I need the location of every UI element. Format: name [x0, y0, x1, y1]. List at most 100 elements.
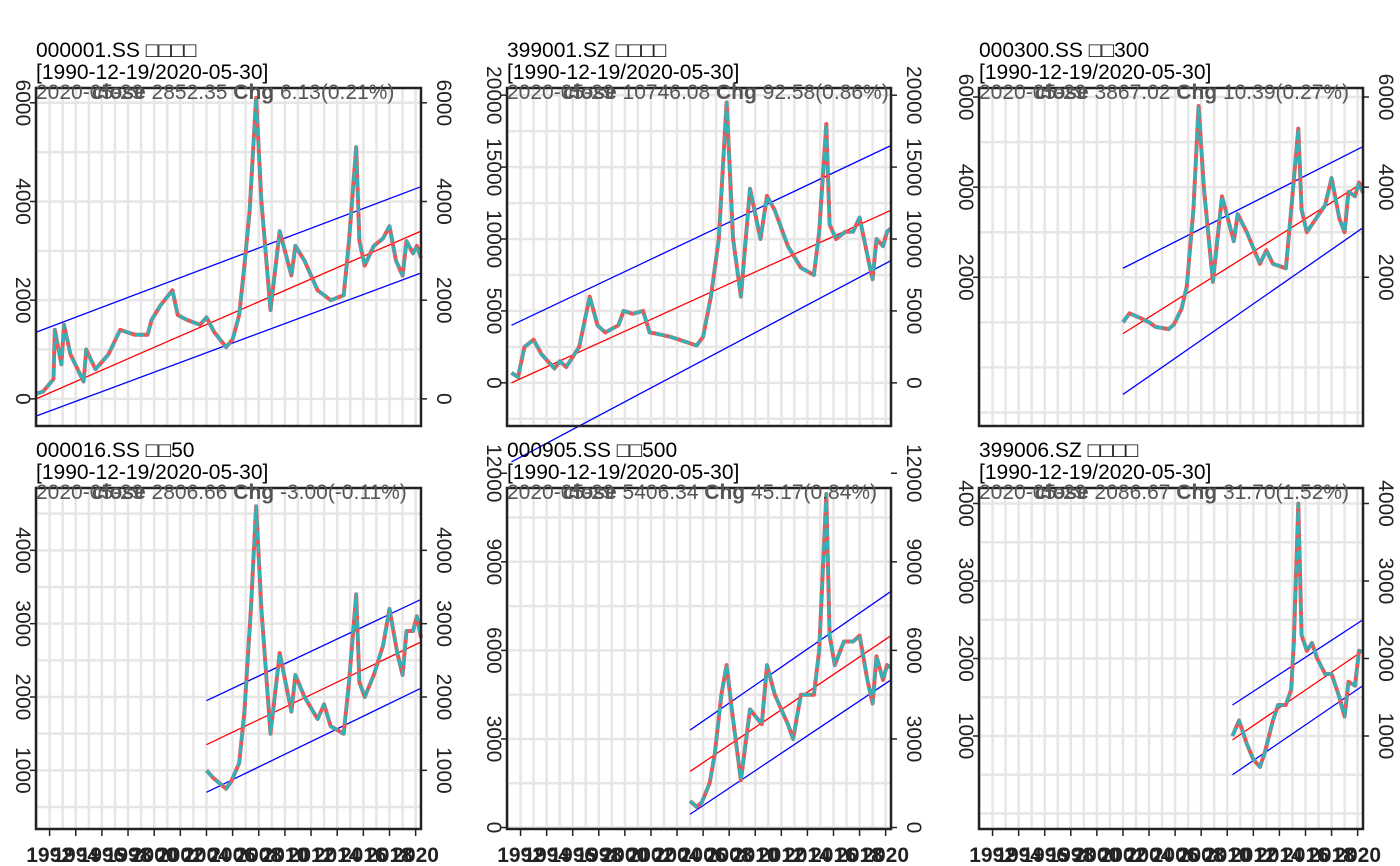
x-tick-label: 2014	[784, 844, 831, 866]
x-tick-label: 1994	[52, 844, 99, 866]
x-tick-label: 2014	[1256, 844, 1303, 866]
x-tick-label: 2018	[366, 844, 413, 866]
plot-frame	[977, 86, 1365, 428]
close-label: close	[563, 81, 623, 104]
y-tick-label-left: 20000	[482, 66, 505, 124]
y-tick-label-left: 10000	[482, 210, 505, 268]
plot-frame	[34, 486, 423, 831]
y-tick-label-right: 15000	[902, 138, 925, 196]
x-tick-label: 2012	[758, 844, 805, 866]
chart-title-ticker: 000001.SS □□□□	[36, 39, 197, 62]
y-tick-label-left: 4000	[11, 178, 34, 225]
close-label: close	[563, 481, 623, 504]
chg-value: 6.13(0.21%)	[280, 81, 394, 104]
y-tick-label-left: 3000	[11, 600, 34, 647]
chart-panel-5: 0 0 3000 3000 6000 6000 9000 9000 12000 12000 1992…	[482, 439, 925, 866]
price-series-line	[510, 100, 893, 379]
x-tick-label: 2016	[1282, 844, 1329, 866]
y-tick-label-right: 6000	[1374, 74, 1397, 121]
chg-value: 45.17(0.84%)	[751, 481, 877, 504]
y-tick-label-right: 1000	[1374, 713, 1397, 760]
x-tick-label: 2012	[288, 844, 335, 866]
x-tick-label: 2010	[1204, 844, 1251, 866]
close-value: 10746.08	[623, 81, 716, 104]
x-tick-label: 2020	[1334, 844, 1381, 866]
x-tick-label: 1994	[995, 844, 1042, 866]
y-tick-label-right: 0	[432, 393, 455, 405]
last-value-readout: close 5406.34 Chg 45.17(0.84%)	[563, 481, 877, 504]
y-tick-label-right: 2000	[432, 674, 455, 721]
x-tick-label: 2016	[340, 844, 387, 866]
price-series-dash	[1121, 104, 1365, 332]
last-value-date: 2020-05-29	[507, 81, 614, 104]
close-value: 5406.34	[623, 481, 705, 504]
x-tick-label: 2002	[628, 844, 675, 866]
chg-label: Chg	[704, 481, 751, 504]
y-tick-label-left: 2000	[954, 254, 977, 301]
close-value: 2806.66	[152, 481, 234, 504]
last-value-readout: close 3867.02 Chg 10.39(0.27%)	[1035, 81, 1349, 104]
y-tick-label-right: 0	[902, 822, 925, 834]
x-tick-label: 2004	[183, 844, 230, 866]
y-tick-label-left: 2000	[954, 635, 977, 682]
chart-date-range: [1990-12-19/2020-05-30]	[36, 61, 268, 84]
x-tick-label: 2006	[680, 844, 727, 866]
x-tick-label: 2000	[602, 844, 649, 866]
y-tick-label-right: 4000	[1374, 480, 1397, 527]
last-value-date: 2020-05-29	[979, 481, 1086, 504]
y-tick-label-left: 0	[11, 393, 34, 405]
x-tick-label: 2018	[836, 844, 883, 866]
price-series-line	[689, 492, 892, 809]
close-label: close	[1035, 81, 1095, 104]
chart-title-ticker: 000016.SS □□50	[36, 439, 194, 462]
last-value-readout: close 2086.67 Chg 31.70(1.52%)	[1035, 481, 1349, 504]
x-tick-label: 2002	[1100, 844, 1147, 866]
plot-frame	[505, 86, 893, 428]
x-tick-label: 2000	[131, 844, 178, 866]
x-tick-label: 1992	[26, 844, 73, 866]
lower-band-line	[511, 260, 892, 463]
y-tick-label-left: 2000	[11, 277, 34, 324]
x-tick-label: 2000	[1074, 844, 1121, 866]
x-tick-label: 2004	[1126, 844, 1173, 866]
y-tick-label-right: 4000	[432, 178, 455, 225]
y-tick-label-left: 6000	[11, 79, 34, 126]
x-tick-label: 1992	[497, 844, 544, 866]
y-tick-label-right: 0	[902, 377, 925, 389]
y-tick-label-right: 6000	[432, 79, 455, 126]
y-tick-label-right: 6000	[902, 627, 925, 674]
plot-frame	[34, 86, 423, 428]
chg-label: Chg	[233, 481, 280, 504]
y-tick-label-left: 4000	[954, 480, 977, 527]
last-value-readout: close 2806.66 Chg -3.00(-0.11%)	[92, 481, 407, 504]
x-tick-label: 2008	[1178, 844, 1225, 866]
x-tick-label: 2008	[706, 844, 753, 866]
x-tick-label: 2008	[235, 844, 282, 866]
x-tick-label: 1996	[79, 844, 126, 866]
y-tick-label-right: 2000	[1374, 254, 1397, 301]
upper-band-line	[1122, 146, 1364, 269]
y-tick-label-right: 10000	[902, 210, 925, 268]
x-tick-label: 2016	[810, 844, 857, 866]
y-tick-label-right: 3000	[902, 716, 925, 763]
close-label: close	[92, 81, 152, 104]
close-value: 2086.67	[1095, 481, 1177, 504]
lower-band-line	[689, 679, 892, 815]
x-tick-label: 2018	[1308, 844, 1355, 866]
price-series-line	[1121, 104, 1365, 331]
x-tick-label: 1998	[575, 844, 622, 866]
last-value-readout: close 10746.08 Chg 92.58(0.86%)	[563, 81, 889, 104]
y-tick-label-left: 3000	[482, 716, 505, 763]
y-tick-label-left: 4000	[11, 527, 34, 574]
x-tick-label: 1998	[105, 844, 152, 866]
x-tick-label: 2006	[209, 844, 256, 866]
y-tick-label-left: 3000	[954, 558, 977, 605]
chg-label: Chg	[233, 81, 280, 104]
close-label: close	[1035, 481, 1095, 504]
y-tick-label-right: 2000	[432, 277, 455, 324]
last-value-date: 2020-05-29	[36, 81, 143, 104]
x-tick-label: 2004	[654, 844, 701, 866]
x-tick-label: 2010	[262, 844, 309, 866]
close-value: 2852.35	[152, 81, 234, 104]
price-series-line	[1231, 501, 1364, 769]
